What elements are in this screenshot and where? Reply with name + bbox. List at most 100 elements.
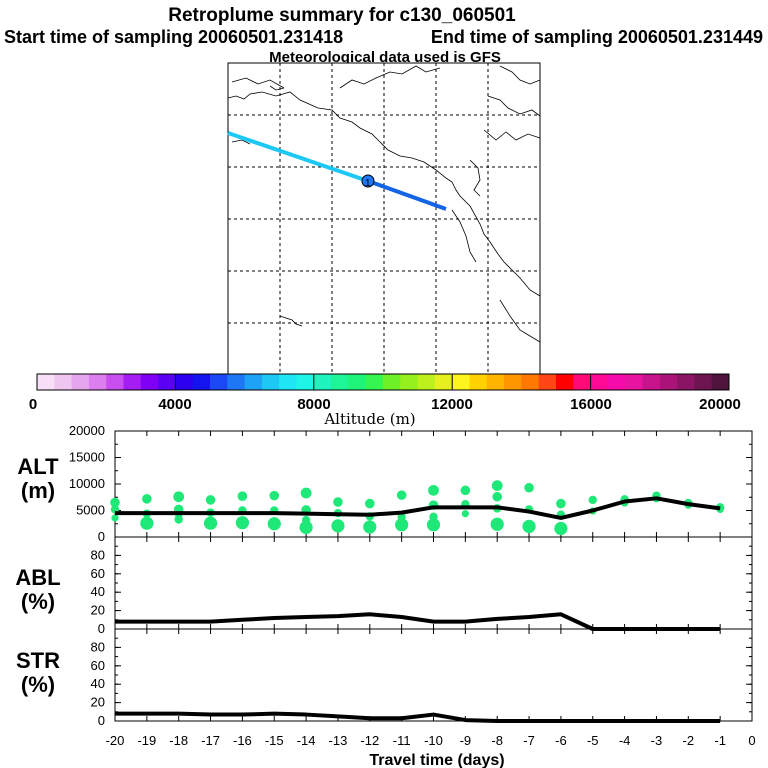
alt-line bbox=[115, 496, 721, 520]
y-tick-label: 5000 bbox=[76, 503, 105, 518]
plume-dot bbox=[460, 485, 471, 496]
colorbar-cell bbox=[694, 374, 713, 390]
plume-dot bbox=[110, 497, 120, 508]
colorbar-cell bbox=[123, 374, 142, 390]
colorbar-tick-20000: 20000 bbox=[699, 396, 741, 413]
x-tick-label: -20 bbox=[106, 733, 125, 748]
colorbar-tick-12000: 12000 bbox=[431, 396, 473, 413]
colorbar-cell bbox=[244, 374, 263, 390]
plume-dot bbox=[426, 518, 441, 532]
x-tick-labels: -20 -19 -18 -17 -16 -15 -14 -13 -12 -11 -10 -9 -8 -7-… bbox=[106, 733, 756, 748]
y-tick-label: 0 bbox=[98, 713, 105, 728]
plume-dot bbox=[331, 519, 345, 533]
met-data-label: Meteorological data used is GFS bbox=[269, 49, 501, 66]
plume-dot bbox=[492, 491, 503, 502]
colorbar: 0 4000 8000 12000 16000 20000 Altitude (… bbox=[29, 373, 741, 428]
x-tick-label: -15 bbox=[265, 733, 284, 748]
colorbar-cell bbox=[227, 374, 246, 390]
x-tick-label: -4 bbox=[619, 733, 631, 748]
y-tick-label: 80 bbox=[91, 547, 105, 562]
abl-line bbox=[115, 612, 721, 631]
colorbar-tick-0: 0 bbox=[29, 396, 37, 413]
colorbar-cell bbox=[400, 374, 419, 390]
day-1-marker-label: 1 bbox=[365, 178, 371, 189]
x-tick-label: -2 bbox=[683, 733, 695, 748]
colorbar-cell bbox=[538, 374, 557, 390]
abl-panel: 0 20 40 60 80 bbox=[91, 536, 753, 636]
plume-dot bbox=[395, 518, 409, 532]
colorbar-cell bbox=[313, 374, 332, 390]
y-tick-label: 60 bbox=[91, 658, 105, 673]
colorbar-label: Altitude (m) bbox=[323, 410, 415, 428]
plume-dot bbox=[299, 520, 313, 535]
trajectory-segment-early bbox=[227, 131, 369, 183]
colorbar-cell bbox=[71, 374, 90, 390]
plume-dot bbox=[205, 495, 216, 505]
x-tick-label: -16 bbox=[233, 733, 252, 748]
colorbar-cell bbox=[348, 374, 367, 390]
y-tick-label: 20 bbox=[91, 603, 105, 618]
x-tick-label: -17 bbox=[201, 733, 220, 748]
plume-dot bbox=[235, 516, 249, 530]
y-tick-label: 10000 bbox=[69, 476, 105, 491]
colorbar-cell bbox=[279, 374, 297, 390]
plume-dot bbox=[140, 516, 154, 530]
plume-dot bbox=[173, 491, 185, 503]
x-tick-label: -8 bbox=[491, 733, 503, 748]
colorbar-cell bbox=[210, 374, 228, 390]
y-tick-label: 20000 bbox=[69, 423, 105, 438]
y-tick-label: 0 bbox=[98, 529, 105, 544]
plume-dot bbox=[522, 519, 536, 534]
x-tick-label: -18 bbox=[169, 733, 188, 748]
x-tick-label: -9 bbox=[460, 733, 472, 748]
colorbar-cell bbox=[365, 374, 384, 390]
map-gridlines bbox=[228, 63, 540, 375]
colorbar-cell bbox=[521, 374, 540, 390]
trajectory-segment-recent bbox=[367, 179, 447, 211]
y-tick-label: 40 bbox=[91, 676, 105, 691]
colorbar-cell bbox=[625, 374, 643, 390]
colorbar-cell bbox=[452, 374, 470, 390]
colorbar-cell bbox=[573, 374, 592, 390]
x-tick-label: -19 bbox=[137, 733, 156, 748]
plume-dot bbox=[491, 480, 503, 491]
x-tick-label: -12 bbox=[360, 733, 379, 748]
plume-dot bbox=[269, 490, 280, 501]
x-tick-label: -13 bbox=[329, 733, 348, 748]
colorbar-cell bbox=[642, 374, 661, 390]
colorbar-cell bbox=[469, 374, 488, 390]
y-tick-label: 15000 bbox=[69, 450, 105, 465]
abl-panel-label: ABL (%) bbox=[15, 565, 60, 614]
summary-panels: 0 5000 10000 15000 20000 0 20 40 60 80 0 20 40 60 80 -2… bbox=[69, 423, 756, 748]
colorbar-tick-4000: 4000 bbox=[158, 396, 191, 413]
x-tick-label: 0 bbox=[748, 733, 755, 748]
colorbar-cell bbox=[486, 374, 505, 390]
y-tick-label: 60 bbox=[91, 566, 105, 581]
x-tick-label: -6 bbox=[555, 733, 567, 748]
alt-panel: 0 5000 10000 15000 20000 bbox=[69, 423, 753, 544]
str-line bbox=[115, 711, 721, 723]
day-1-marker bbox=[361, 174, 375, 188]
x-tick-label: -7 bbox=[523, 733, 535, 748]
colorbar-cell bbox=[175, 374, 194, 390]
colorbar-frame bbox=[36, 373, 730, 391]
abl-panel-frame bbox=[114, 536, 753, 630]
trajectory-map: 1 bbox=[227, 62, 541, 376]
coastlines bbox=[227, 65, 541, 343]
plume-dot bbox=[142, 494, 152, 504]
x-axis-label: Travel time (days) bbox=[369, 752, 504, 768]
plume-dot bbox=[203, 516, 218, 530]
colorbar-cell bbox=[261, 374, 280, 390]
colorbar-cell bbox=[417, 374, 436, 390]
colorbar-cell bbox=[331, 374, 349, 390]
colorbar-cell bbox=[192, 374, 211, 390]
end-time-label: End time of sampling 20060501.231449 bbox=[431, 27, 763, 47]
colorbar-cell bbox=[88, 374, 107, 390]
chart-title: Retroplume summary for c130_060501 bbox=[168, 5, 516, 26]
str-panel-label: STR (%) bbox=[16, 648, 60, 697]
x-tick-label: -5 bbox=[587, 733, 599, 748]
x-tick-label: -11 bbox=[393, 733, 411, 748]
str-panel: 0 20 40 60 80 bbox=[91, 628, 753, 728]
y-tick-label: 0 bbox=[98, 621, 105, 636]
